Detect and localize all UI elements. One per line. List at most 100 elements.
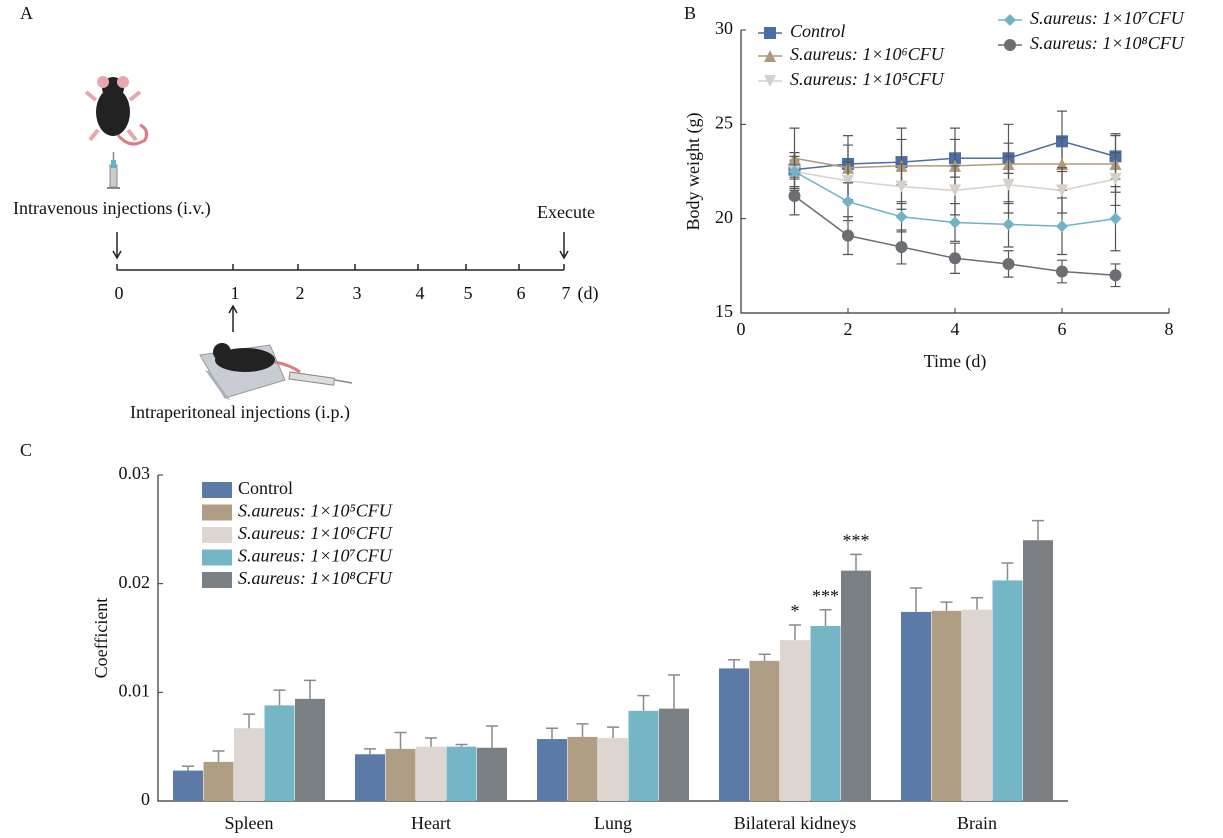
marker [1109,212,1122,225]
marker [842,174,854,187]
marker [1056,265,1068,278]
marker [949,252,961,265]
y-tick-label: 15 [715,301,733,321]
y-tick-label: 0.03 [119,463,151,483]
bar [992,580,1023,801]
error-bar [364,748,376,755]
marker [842,195,854,208]
marker [895,180,908,193]
marker [895,240,908,253]
bar [355,754,385,801]
error-bar [940,601,953,611]
x-tick-label: 2 [844,319,853,339]
bar [749,660,780,801]
legend-marker [764,75,776,87]
legend-swatch [202,549,232,566]
bar [841,570,871,801]
x-tick-label: Heart [411,813,451,833]
bar [295,698,325,801]
bar [931,610,962,801]
panel-label: C [20,440,32,460]
bar [416,746,446,801]
x-tick-label: 4 [951,319,960,339]
arrow-head [559,250,569,260]
bar [659,708,689,801]
error-bar [728,658,740,669]
error-bar [910,587,922,612]
x-tick-label: 0 [737,319,746,339]
day-label: 4 [416,283,425,303]
significance: *** [812,586,839,606]
bar [203,761,234,801]
error-bar [273,689,286,706]
legend-swatch [202,504,232,521]
y-tick-label: 0.01 [119,680,151,700]
marker [1002,178,1015,191]
series [788,152,1122,216]
series [295,519,1053,801]
legend-swatch [202,527,232,543]
marker [895,210,908,223]
significance: * [791,601,800,621]
bar [598,737,628,801]
marker [949,216,961,229]
bar [780,640,810,801]
legend-marker [1004,14,1016,26]
day-label: 5 [464,283,473,303]
day-label: 0 [115,283,124,303]
error-bar [182,765,194,771]
marker [949,184,961,197]
x-tick-label: Bilateral kidneys [734,813,856,833]
error-bar [394,731,407,749]
legend-label: S.aureus: 1×10⁶CFU [238,523,393,543]
legend-label: S.aureus: 1×10⁵CFU [238,501,393,521]
x-tick-label: Brain [957,813,997,833]
iv-text: Intravenous injections (i.v.) [13,198,211,219]
marker [1056,157,1068,170]
panel-label: A [20,3,33,23]
bar [477,747,507,801]
legend-swatch [202,482,232,498]
error-bar [243,713,255,729]
execute-text: Execute [537,202,595,222]
bar [173,770,203,801]
bar [628,710,659,801]
error-bar [607,726,619,738]
marker [1056,220,1068,233]
legend-swatch [202,572,232,588]
legend-label: S.aureus: 1×10⁵CFU [790,69,945,89]
bar [385,748,416,801]
arrow-head [228,304,238,314]
series [203,601,962,801]
series [788,176,1122,288]
bar [264,705,295,801]
y-axis-title: Body weight (g) [683,113,704,231]
significance: *** [843,530,870,550]
day-label: 1 [231,283,240,303]
error-bar [576,723,589,737]
series [234,597,992,801]
syringe-icon [107,152,120,189]
error-bar [758,653,771,661]
x-tick-label: Spleen [225,813,274,833]
x-axis-title: Time (d) [924,351,987,372]
marker [1002,218,1015,231]
bar [719,668,749,801]
series [788,155,1122,256]
y-tick-label: 25 [715,112,733,132]
day-label: 7 [562,283,571,303]
error-bar [668,674,680,709]
y-tick-label: 0.02 [119,572,151,592]
legend-label: S.aureus: 1×10⁶CFU [790,44,945,64]
legend-marker [764,27,776,39]
x-tick-label: Lung [594,813,632,833]
mouse-icon-top [84,76,149,146]
y-tick-label: 0 [141,789,150,809]
x-tick-label: 8 [1165,319,1174,339]
bar [1023,540,1053,801]
y-axis-title: Coefficient [91,598,111,679]
legend-marker [1004,39,1016,51]
y-tick-label: 30 [715,18,733,38]
y-tick-label: 20 [715,207,733,227]
